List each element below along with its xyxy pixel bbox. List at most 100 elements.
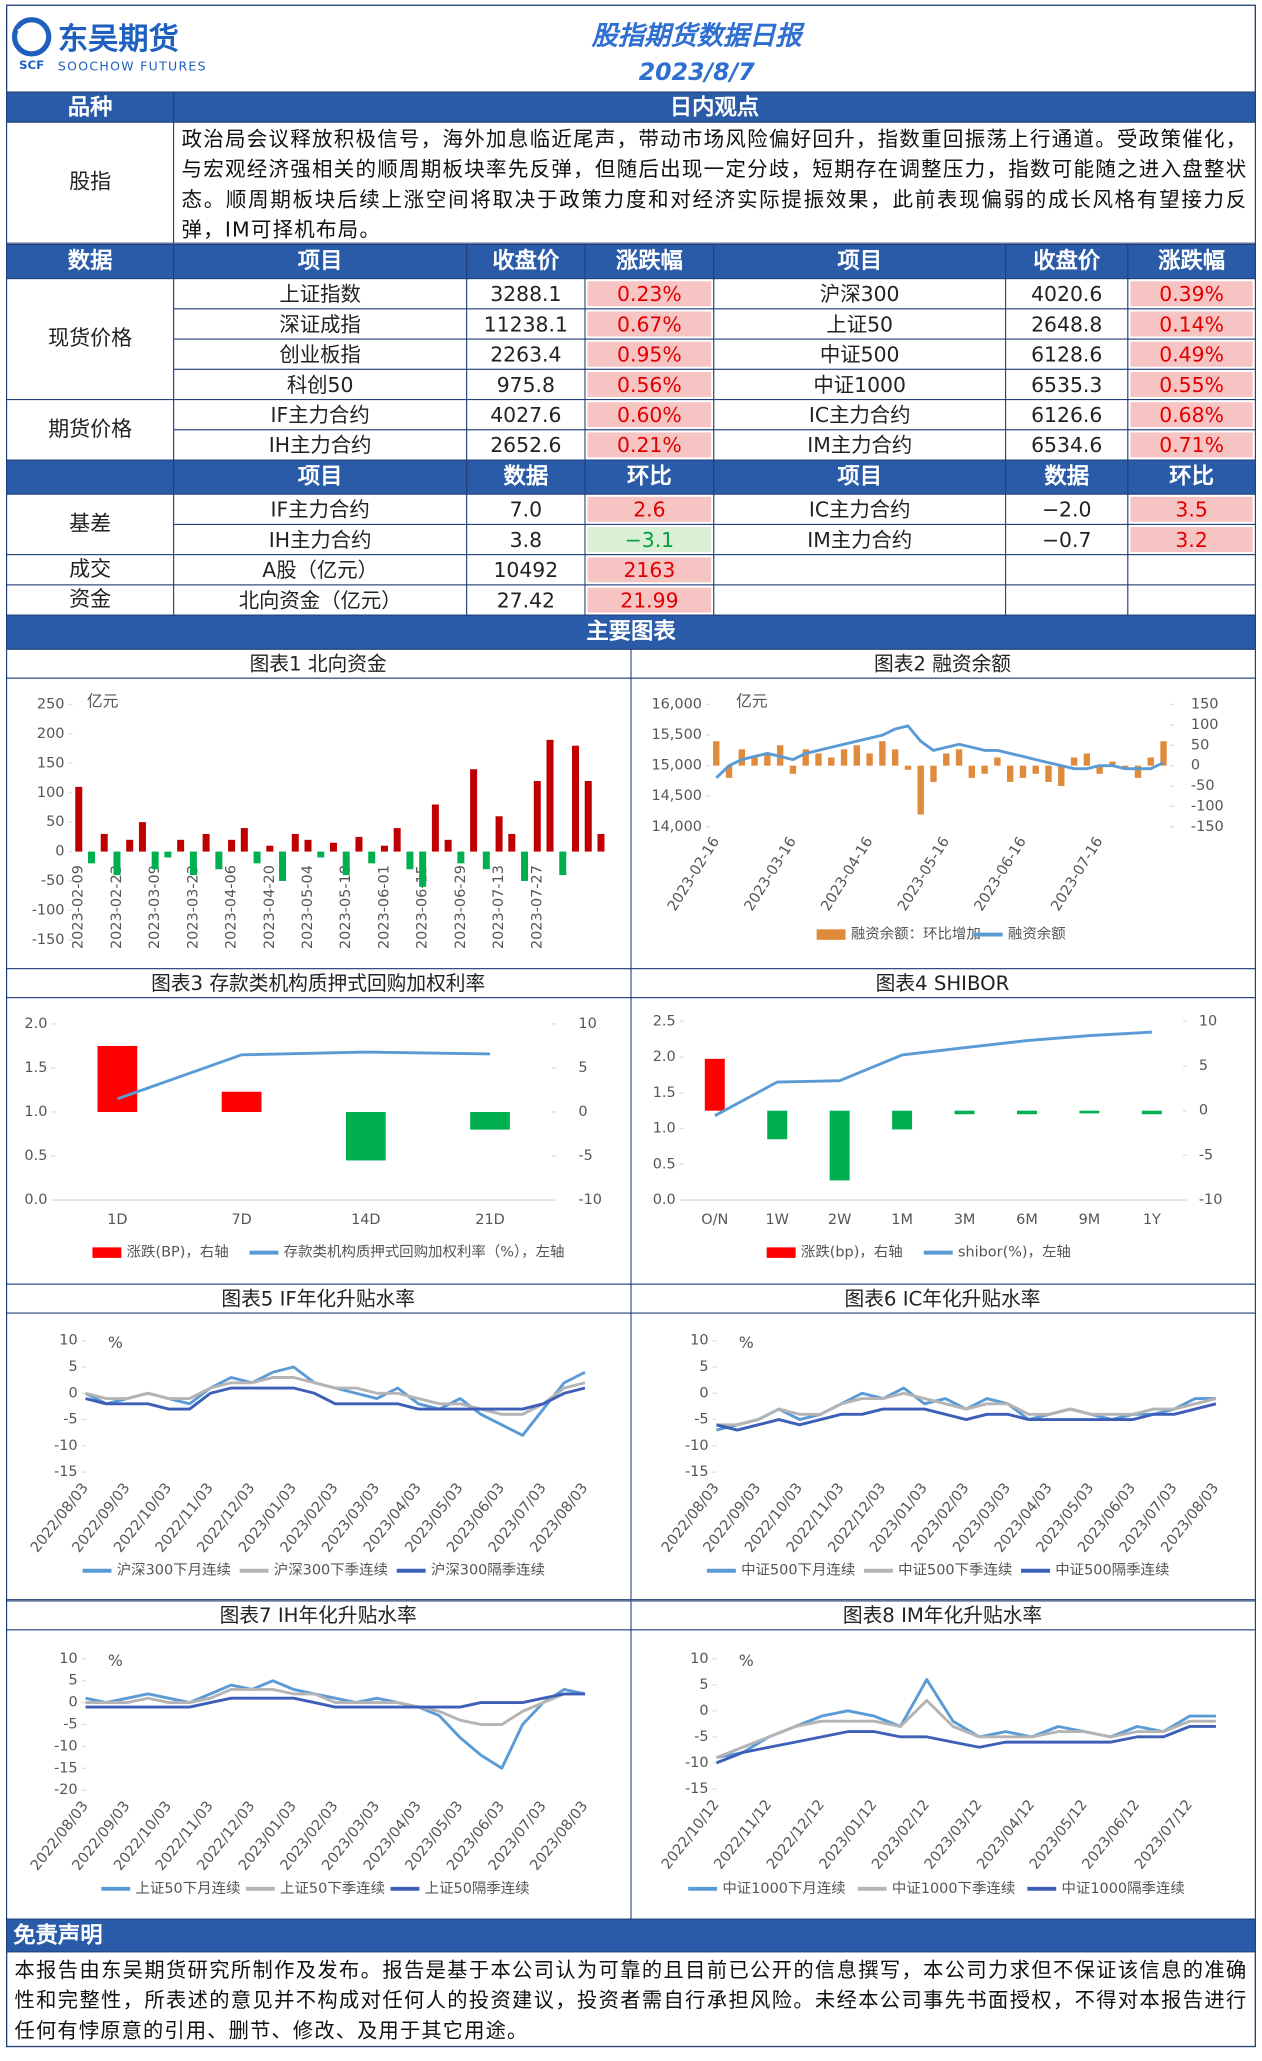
- y-tick-label: 2.0: [653, 1049, 676, 1065]
- logo-mark: SCF: [19, 58, 44, 72]
- item-value: −3.1: [625, 528, 674, 552]
- line-series: [85, 1679, 586, 1770]
- item-value: 11238.1: [484, 312, 568, 336]
- header-text: 日内观点: [670, 94, 759, 120]
- change-cell-bg: [587, 402, 712, 428]
- row-label: 股指: [69, 169, 111, 194]
- y2-tick-label: -10: [1199, 1192, 1223, 1208]
- x-tick-label: 2023-03-23: [185, 865, 201, 949]
- item-value: 0.21%: [617, 433, 682, 457]
- bar: [840, 749, 848, 766]
- bar: [1006, 765, 1014, 782]
- bar: [240, 828, 248, 852]
- y-tick-label: 10: [690, 1333, 708, 1349]
- y2-tick-label: 5: [1199, 1058, 1208, 1074]
- section-title: 主要图表: [586, 619, 676, 645]
- table-cell: [466, 554, 586, 586]
- item-value: 6128.6: [1031, 343, 1102, 367]
- bar: [571, 745, 580, 852]
- bar: [228, 839, 236, 852]
- change-cell-bg: [587, 557, 712, 583]
- table-cell: [173, 429, 468, 461]
- y-tick-label: 5: [68, 1673, 77, 1689]
- header-text: 数据: [1044, 464, 1089, 490]
- y2-tick-label: -5: [1199, 1147, 1213, 1163]
- y-tick-label: 10: [59, 1651, 77, 1667]
- x-tick-label: 2023-06-29: [453, 865, 469, 949]
- bar: [345, 1111, 386, 1161]
- y2-tick-label: 0: [578, 1104, 587, 1120]
- chart-panel: [6, 1312, 632, 1601]
- legend-label: 上证50隔季连续: [425, 1880, 530, 1897]
- bar: [304, 839, 312, 852]
- table-cell: [6, 399, 175, 461]
- y-tick-label: 0: [68, 1695, 77, 1711]
- chart-title: 图表3 存款类机构质押式回购加权利率: [151, 972, 485, 995]
- item-value: 0.23%: [617, 282, 682, 306]
- item-value: 21.99: [620, 588, 678, 612]
- y-tick-label: 1.5: [24, 1060, 47, 1076]
- y-tick-label: 0: [699, 1703, 708, 1719]
- y-tick-label: 5: [699, 1677, 708, 1693]
- bar: [97, 1045, 138, 1112]
- bar: [470, 1111, 510, 1130]
- header-text: 项目: [837, 464, 882, 490]
- x-tick-label: 2023-04-06: [224, 865, 240, 949]
- line-series: [85, 1386, 586, 1411]
- x-tick-label: 21D: [475, 1212, 505, 1228]
- x-tick-label: 1M: [891, 1212, 913, 1228]
- bar: [329, 842, 337, 852]
- bar: [1141, 1110, 1162, 1115]
- table-cell: [466, 584, 586, 616]
- bar: [713, 741, 720, 766]
- table-cell: [713, 493, 1007, 525]
- bar: [815, 753, 822, 766]
- item-value: 0.56%: [617, 373, 682, 397]
- bar: [751, 757, 758, 766]
- unit-label: 亿元: [87, 691, 119, 710]
- y-tick-label: -5: [694, 1729, 708, 1745]
- item-value: 4020.6: [1031, 282, 1102, 306]
- bar: [767, 1110, 788, 1140]
- unit-label: 亿元: [736, 691, 768, 710]
- table-cell: [6, 493, 175, 556]
- logo-english: SOOCHOW FUTURES: [58, 59, 207, 74]
- bar: [994, 757, 1001, 766]
- bar: [87, 851, 95, 864]
- change-cell-bg: [1130, 281, 1253, 307]
- y-tick-label: -5: [694, 1412, 708, 1428]
- y-tick-label: -15: [54, 1760, 78, 1776]
- y2-tick-label: -10: [578, 1192, 602, 1208]
- line-series: [85, 1376, 586, 1416]
- item-name: 上证50: [826, 312, 893, 336]
- y-tick-label: 10: [690, 1651, 708, 1667]
- table-cell: [466, 368, 586, 401]
- table-cell: [713, 523, 1007, 556]
- x-tick-label: 2023-06-15: [415, 865, 431, 949]
- x-tick-label: 7D: [231, 1212, 251, 1228]
- table-cell: [1005, 554, 1129, 586]
- header-text: 涨跌幅: [616, 248, 683, 274]
- bar: [1016, 1110, 1037, 1115]
- bar: [177, 839, 185, 852]
- bar: [368, 851, 376, 864]
- chart: 图表6 IC年化升贴水率%-15-10-505102022/08/032022/…: [630, 1283, 1256, 1601]
- item-name: A股（亿元）: [262, 558, 378, 582]
- header-text: 涨跌幅: [1158, 248, 1225, 274]
- header-text: 数据: [68, 248, 113, 274]
- bar: [559, 851, 567, 876]
- y-tick-label: 0.5: [24, 1148, 47, 1164]
- header-cell: [584, 243, 715, 280]
- item-name: IF主力合约: [271, 403, 370, 427]
- bar: [891, 749, 899, 766]
- group-label: 成交: [69, 556, 111, 581]
- line-series: [715, 1725, 1216, 1765]
- legend-label: 存款类机构质押式回购加权利率（%），左轴: [284, 1244, 565, 1261]
- header-text: 项目: [298, 464, 343, 490]
- legend-label: 中证1000下月连续: [722, 1880, 845, 1897]
- header-text: 数据: [504, 464, 549, 490]
- bar: [1083, 753, 1091, 766]
